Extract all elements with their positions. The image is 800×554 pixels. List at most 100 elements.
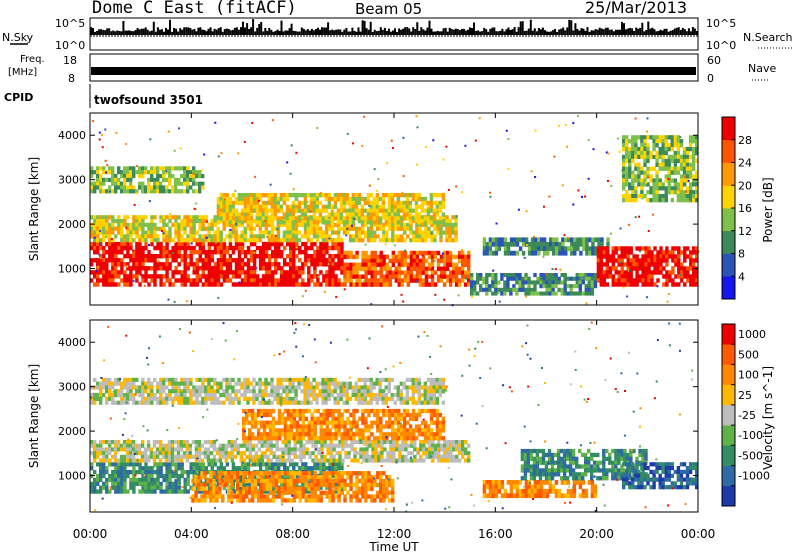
- heatmap-cell: [313, 266, 317, 271]
- heatmap-cell: [380, 458, 384, 463]
- heatmap-cell: [264, 278, 269, 283]
- heatmap-cell: [507, 167, 510, 170]
- heatmap-cell: [454, 262, 459, 267]
- heatmap-cell: [186, 222, 190, 227]
- heatmap-cell: [285, 193, 290, 198]
- heatmap-cell: [153, 181, 157, 186]
- heatmap-cell: [267, 466, 272, 471]
- heatmap-cell: [159, 174, 163, 179]
- nsky-bar: [242, 21, 244, 35]
- heatmap-cell: [237, 250, 242, 255]
- heatmap-cell: [224, 454, 228, 459]
- y-tick-label: 2000: [58, 218, 86, 231]
- heatmap-cell: [310, 470, 314, 475]
- heatmap-cell: [590, 287, 594, 292]
- heatmap-cell: [336, 208, 341, 213]
- heatmap-cell: [174, 250, 178, 255]
- heatmap-cell: [415, 262, 420, 267]
- heatmap-cell: [614, 282, 618, 287]
- heatmap-cell: [102, 234, 106, 239]
- heatmap-cell: [111, 238, 115, 243]
- heatmap-cell: [292, 250, 296, 255]
- heatmap-cell: [93, 245, 97, 251]
- heatmap-cell: [114, 189, 118, 194]
- heatmap-cell: [290, 451, 294, 456]
- heatmap-cell: [284, 447, 288, 452]
- heatmap-cell: [655, 143, 659, 148]
- heatmap-cell: [635, 282, 639, 287]
- heatmap-cell: [198, 226, 202, 231]
- heatmap-cell: [569, 287, 573, 292]
- nsky-bar: [118, 31, 121, 35]
- heatmap-cell: [448, 262, 453, 267]
- heatmap-cell: [442, 222, 446, 227]
- heatmap-cell: [231, 462, 236, 467]
- heatmap-cell: [381, 204, 386, 209]
- heatmap-cell: [374, 451, 378, 456]
- heatmap-cell: [177, 234, 181, 239]
- heatmap-cell: [120, 226, 124, 231]
- heatmap-cell: [485, 287, 489, 292]
- nsky-bar: [473, 22, 475, 35]
- heatmap-cell: [128, 443, 133, 448]
- heatmap-cell: [271, 262, 275, 267]
- heatmap-cell: [324, 222, 329, 227]
- heatmap-cell: [665, 250, 669, 255]
- heatmap-cell: [340, 262, 344, 267]
- heatmap-cell: [141, 266, 145, 271]
- heatmap-cell: [219, 462, 224, 467]
- nsky-bar: [450, 29, 453, 35]
- heatmap-cell: [325, 485, 329, 490]
- heatmap-cell: [96, 238, 100, 243]
- heatmap-cell: [322, 245, 326, 251]
- heatmap-cell: [417, 212, 422, 217]
- heatmap-cell: [591, 246, 595, 252]
- heatmap-cell: [414, 200, 419, 206]
- heatmap-cell: [351, 200, 356, 206]
- heatmap-cell: [661, 143, 665, 148]
- nsky-bar: [371, 32, 374, 35]
- heatmap-cell: [500, 237, 505, 243]
- heatmap-cell: [639, 250, 641, 253]
- heatmap-cell: [189, 170, 193, 175]
- heatmap-cell: [143, 447, 148, 452]
- heatmap-cell: [201, 245, 205, 251]
- heatmap-cell: [147, 274, 151, 279]
- heatmap-cell: [421, 266, 426, 271]
- heatmap-cell: [315, 230, 320, 235]
- heatmap-cell: [673, 162, 678, 167]
- heatmap-cell: [364, 258, 368, 264]
- heatmap-cell: [599, 266, 603, 271]
- heatmap-cell: [382, 226, 386, 231]
- heatmap-cell: [470, 273, 474, 278]
- heatmap-cell: [401, 191, 404, 194]
- heatmap-cell: [623, 282, 627, 287]
- heatmap-cell: [655, 139, 659, 144]
- nsky-bar: [580, 28, 583, 35]
- heatmap-cell: [676, 135, 681, 140]
- heatmap-cell: [93, 447, 97, 452]
- heatmap-cell: [650, 278, 654, 283]
- heatmap-cell: [165, 485, 169, 490]
- heatmap-cell: [90, 170, 94, 175]
- heatmap-cell: [270, 204, 275, 209]
- heatmap-cell: [165, 470, 169, 475]
- heatmap-cell: [679, 136, 682, 139]
- heatmap-cell: [280, 274, 284, 279]
- heatmap-cell: [576, 241, 580, 247]
- heatmap-cell: [189, 238, 193, 243]
- heatmap-cell: [339, 200, 344, 206]
- heatmap-cell: [298, 270, 302, 275]
- heatmap-cell: [105, 466, 109, 471]
- heatmap-cell: [129, 258, 133, 263]
- heatmap-cell: [132, 280, 135, 283]
- heatmap-cell: [370, 278, 374, 283]
- heatmap-cell: [328, 245, 332, 251]
- heatmap-cell: [179, 440, 184, 445]
- nsky-bar: [116, 30, 119, 35]
- heatmap-cell: [114, 466, 118, 471]
- heatmap-cell: [372, 204, 377, 209]
- heatmap-cell: [692, 274, 696, 279]
- heatmap-cell: [162, 254, 166, 259]
- heatmap-cell: [234, 238, 238, 243]
